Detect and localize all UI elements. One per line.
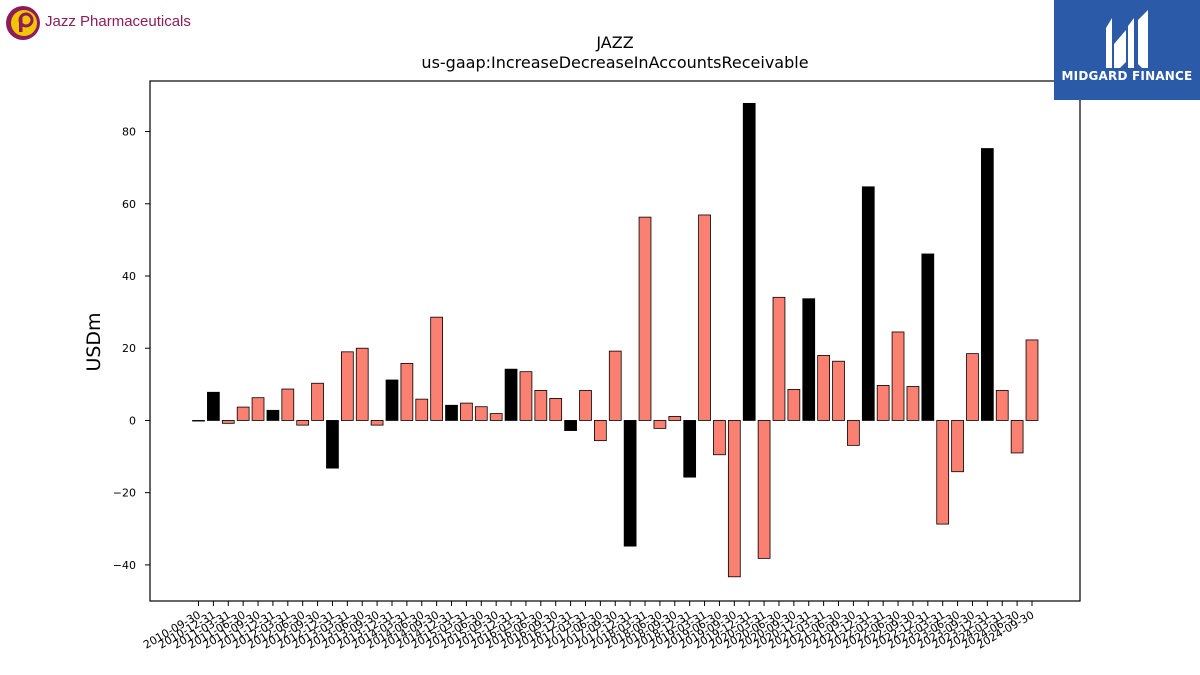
bar: [995, 390, 1009, 421]
bar: [936, 420, 950, 525]
y-tick-label: 40: [122, 270, 136, 283]
y-tick-label: 20: [122, 342, 136, 355]
bar: [296, 420, 310, 426]
bar: [787, 388, 801, 421]
bar: [623, 420, 637, 547]
bar: [430, 316, 444, 421]
bar: [207, 391, 220, 421]
bar: [355, 347, 369, 421]
bar: [445, 404, 458, 421]
bar: [549, 398, 563, 421]
bar: [236, 406, 250, 421]
y-tick-label: −20: [113, 487, 136, 500]
chart-title: JAZZ: [595, 33, 633, 52]
bar: [534, 390, 548, 421]
bar: [847, 420, 860, 446]
bar: [966, 353, 979, 421]
bar: [921, 253, 935, 421]
chart-subtitle: us-gaap:IncreaseDecreaseInAccountsReceiv…: [421, 53, 808, 72]
plot-frame: [149, 80, 1081, 602]
midgard-logo-icon: [1106, 10, 1148, 68]
y-tick-label: 60: [122, 198, 136, 211]
bar: [608, 350, 622, 421]
bar: [400, 362, 414, 421]
bar: [713, 420, 726, 456]
jazz-logo-icon: [6, 6, 40, 40]
bar: [415, 398, 429, 421]
bar: [474, 406, 488, 421]
bar: [564, 420, 577, 431]
bar: [385, 379, 399, 421]
bar: [266, 409, 280, 421]
bar: [891, 331, 905, 421]
bar: [698, 214, 711, 421]
y-tick-label: 0: [129, 414, 136, 427]
y-tick-label: −40: [113, 559, 136, 572]
jazz-logo-text: Jazz Pharmaceuticals: [45, 13, 191, 30]
bars-layer: [192, 102, 1039, 578]
bar: [757, 420, 771, 559]
bar: [1010, 420, 1024, 454]
bar: [832, 360, 845, 421]
bar: [221, 420, 235, 424]
bar: [326, 420, 339, 469]
bar: [802, 298, 816, 421]
y-axis-label: USDm: [83, 312, 105, 371]
bar: [460, 402, 473, 421]
bar: [683, 420, 697, 478]
bar: [370, 420, 384, 426]
x-ticks: 2010-09-302010-12-312011-03-312011-06-30…: [141, 601, 1037, 652]
bar: [504, 368, 518, 421]
y-ticks: −40 −20 0 20 40 60 80: [113, 126, 150, 572]
bar: [311, 382, 324, 421]
bar: [727, 420, 741, 578]
bar: [742, 102, 756, 421]
bar: [594, 420, 607, 442]
bar: [951, 420, 964, 473]
bar: [251, 397, 265, 421]
bar: [772, 296, 786, 421]
bar: [1025, 339, 1039, 421]
midgard-logo-text: MIDGARD FINANCE: [1061, 69, 1193, 83]
bar: [579, 390, 592, 421]
bar: [653, 420, 667, 429]
bar: [906, 386, 920, 421]
bar: [281, 388, 295, 421]
bar: [817, 355, 830, 421]
bar: [861, 186, 875, 421]
bar: [489, 413, 503, 421]
jazz-pharmaceuticals-logo: Jazz Pharmaceuticals: [5, 5, 195, 41]
bar: [668, 416, 682, 421]
bar: [876, 385, 890, 421]
bar: [638, 216, 652, 421]
bar: [980, 148, 994, 421]
bar: [340, 351, 354, 421]
bar: [519, 371, 533, 421]
midgard-finance-logo: MIDGARD FINANCE: [1054, 0, 1200, 100]
bar: [192, 420, 205, 422]
y-tick-label: 80: [122, 126, 136, 139]
